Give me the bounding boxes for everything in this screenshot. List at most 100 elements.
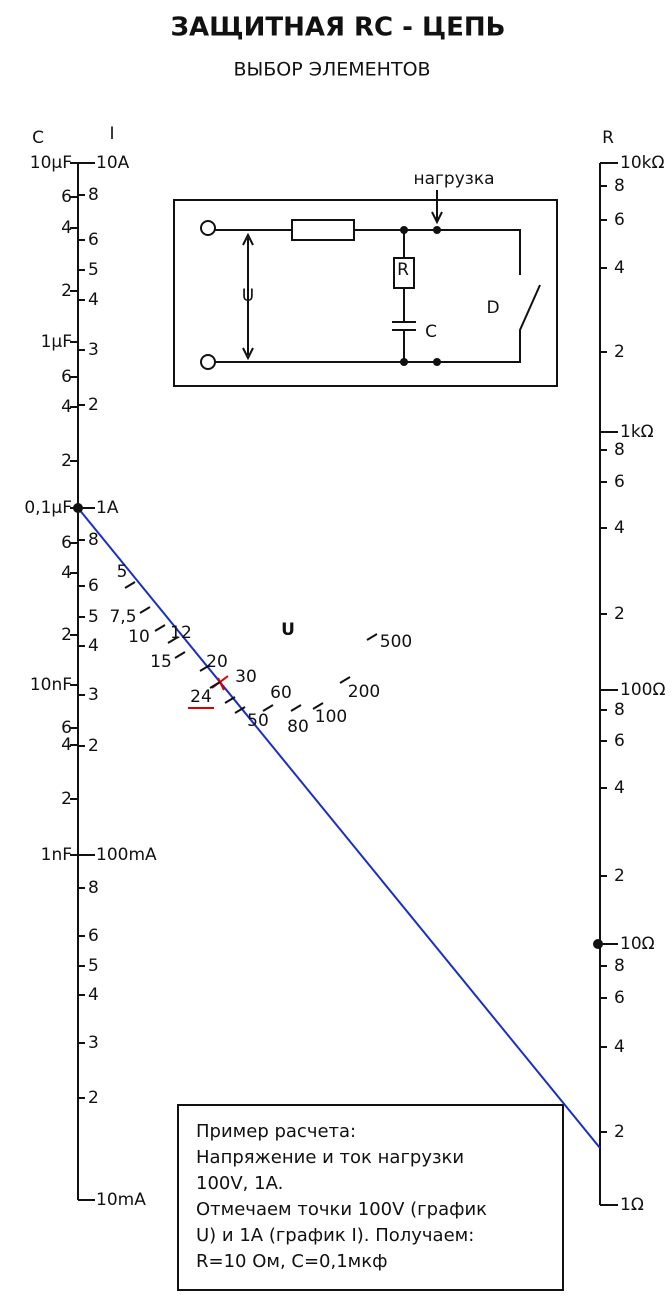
r-scale-label: 6 [614,988,625,1008]
u-tick [366,633,378,641]
c-scale-label: 2 [61,625,72,645]
r-scale-label: 6 [614,210,625,230]
point [593,939,603,949]
u-scale-label: 30 [235,667,257,687]
c-scale-label: 10μF [30,153,72,173]
i-scale-label: 4 [88,290,99,310]
u-tick [262,704,274,712]
i-scale-label: 100mA [96,845,157,865]
u-tick [139,606,151,614]
c-scale-label: 6 [61,187,72,207]
r-scale-label: 100Ω [620,680,665,700]
r-scale-label: 10Ω [620,934,655,954]
i-scale-label: 5 [88,260,99,280]
u-tick [339,676,351,684]
i-scale-label: 8 [88,878,99,898]
u-scale-label: 80 [287,717,309,737]
u-tick [312,702,324,710]
example-line: R=10 Ом, С=0,1мкф [196,1251,388,1272]
r-scale-label: 8 [614,440,625,460]
c-scale-label: 10nF [30,675,72,695]
example-line: Пример расчета: [196,1121,356,1142]
i-scale-label: 5 [88,607,99,627]
r-scale-label: 2 [614,1122,625,1142]
r-scale-label: 8 [614,956,625,976]
u-scale-label: 20 [206,652,228,672]
c-scale-label: 4 [61,735,72,755]
c-scale-label: 0,1μF [24,498,72,518]
i-scale-label: 8 [88,530,99,550]
c-scale-label: 6 [61,533,72,553]
subtitle: ВЫБОР ЭЛЕМЕНТОВ [233,59,430,81]
r-scale-label: 4 [614,778,625,798]
example-line: 100V, 1A. [196,1173,283,1194]
u-scale-label: 60 [270,683,292,703]
u-tick [174,651,186,659]
r-label: R [397,260,409,280]
r-scale-label: 2 [614,866,625,886]
c-scale-label: 4 [61,563,72,583]
r-axis-title: R [602,128,614,148]
c-scale-label: 4 [61,397,72,417]
i-scale-label: 4 [88,985,99,1005]
u-tick [224,696,236,704]
r-scale-label: 8 [614,176,625,196]
u-tick [290,704,302,712]
i-scale-label: 6 [88,576,99,596]
i-scale-label: 10A [96,153,130,173]
u-scale-label: 100 [315,707,347,727]
c-scale-label: 2 [61,451,72,471]
i-scale-label: 10mA [96,1190,146,1210]
i-scale-label: 2 [88,1088,99,1108]
scales: 10μF6421μF6420,1μF64210nF6421nF10A865432… [24,153,665,1272]
u-tick [209,681,221,689]
c-scale-label: 4 [61,218,72,238]
u-scale-label: 10 [128,627,150,647]
r-scale-label: 1Ω [620,1195,644,1215]
u-scale-label: 50 [247,711,269,731]
circuit [173,190,558,387]
r-scale-label: 10kΩ [620,153,664,173]
i-axis-title: I [109,124,114,144]
example-line: Напряжение и ток нагрузки [196,1147,464,1168]
r-scale-label: 2 [614,342,625,362]
i-scale-label: 8 [88,185,99,205]
c-label: C [425,322,437,342]
i-scale-label: 3 [88,1033,99,1053]
i-scale-label: 2 [88,736,99,756]
u-tick [154,624,166,632]
u-tick [124,581,136,589]
u-scale-label: 24 [190,687,212,707]
i-scale-label: 5 [88,956,99,976]
c-scale-label: 6 [61,718,72,738]
c-scale-label: 2 [61,281,72,301]
c-scale-label: 1nF [41,845,72,865]
i-scale-label: 4 [88,636,99,656]
r-scale-label: 8 [614,700,625,720]
c-axis-title: C [32,128,44,148]
c-scale-label: 6 [61,367,72,387]
i-scale-label: 6 [88,926,99,946]
d-label: D [486,298,499,318]
i-scale-label: 3 [88,685,99,705]
u-scale-label: 7,5 [109,607,136,627]
title: ЗАЩИТНАЯ RC - ЦЕПЬ [171,13,506,43]
u-scale-label: 5 [117,562,128,582]
example-box [177,1104,564,1291]
r-scale-label: 1kΩ [620,422,654,442]
r-scale-label: 6 [614,472,625,492]
u-label: U [242,286,254,306]
load-label: нагрузка [413,169,494,189]
r-scale-label: 4 [614,1037,625,1057]
example-line: U) и 1А (график I). Получаем: [196,1225,474,1246]
u-scale-label: 200 [348,682,380,702]
r-scale-label: 4 [614,258,625,278]
u-tick [199,664,211,672]
u-scale-label: 15 [150,652,172,672]
r-scale-label: 6 [614,731,625,751]
i-scale-label: 1A [96,498,119,518]
i-scale-label: 6 [88,230,99,250]
c-scale-label: 1μF [41,332,72,352]
u-tick [234,706,246,714]
